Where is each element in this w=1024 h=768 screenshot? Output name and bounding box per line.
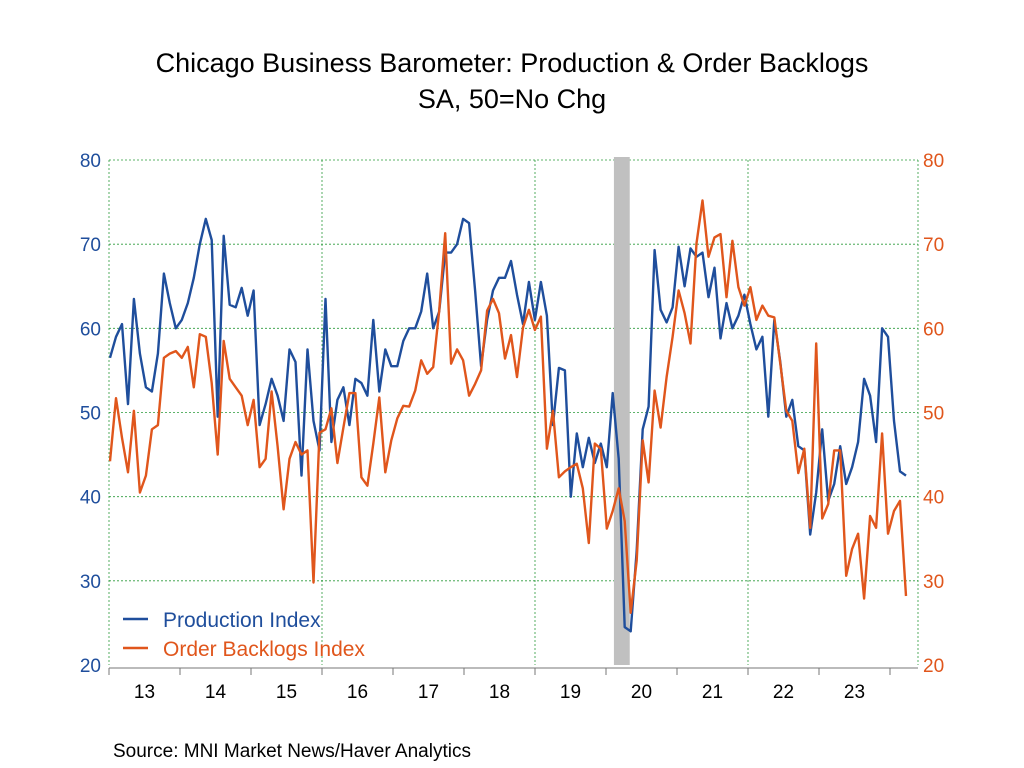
legend-label-production: Production Index (163, 609, 321, 632)
series-lines (108, 199, 908, 633)
series-line-production (108, 217, 907, 633)
x-tick-label: 22 (773, 682, 794, 703)
y-right-tick-label: 50 (923, 404, 944, 425)
y-right-tick-label: 40 (923, 488, 944, 509)
y-right-tick-label: 30 (923, 572, 944, 593)
y-left-tick-label: 50 (80, 404, 101, 425)
y-left-tick-label: 70 (80, 235, 101, 256)
x-tick-label: 18 (489, 682, 510, 703)
y-left-tick-label: 80 (80, 151, 101, 172)
y-right-tick-label: 70 (923, 235, 944, 256)
x-tick-label: 16 (347, 682, 368, 703)
y-right-tick-label: 80 (923, 151, 944, 172)
axes: 20 30 40 50 60 70 80 20 30 40 50 60 70 80 13 14 15 16 17 18… (80, 151, 944, 703)
x-tick-label: 15 (276, 682, 297, 703)
recession-shading (613, 157, 630, 665)
y-right-tick-label: 60 (923, 319, 944, 340)
y-right-tick-label: 20 (923, 656, 944, 677)
x-tick-label: 21 (702, 682, 723, 703)
y-left-tick-label: 40 (80, 488, 101, 509)
x-tick-label: 19 (560, 682, 581, 703)
source-note: Source: MNI Market News/Haver Analytics (113, 741, 471, 762)
series-line-order-backlogs (108, 199, 908, 614)
chart-title: Chicago Business Barometer: Production &… (156, 48, 869, 78)
y-left-tick-label: 60 (80, 319, 101, 340)
x-tick-label: 14 (205, 682, 227, 703)
x-tick-label: 23 (844, 682, 865, 703)
legend: Production Index Order Backlogs Index (123, 609, 365, 661)
x-tick-label: 20 (631, 682, 652, 703)
y-left-tick-label: 20 (80, 656, 101, 677)
x-tick-label: 13 (134, 682, 155, 703)
legend-label-order-backlogs: Order Backlogs Index (163, 638, 365, 661)
gridlines (108, 159, 919, 665)
recession-bar (613, 157, 630, 665)
chart-subtitle: SA, 50=No Chg (418, 84, 606, 114)
x-tick-label: 17 (418, 682, 439, 703)
y-left-tick-label: 30 (80, 572, 101, 593)
